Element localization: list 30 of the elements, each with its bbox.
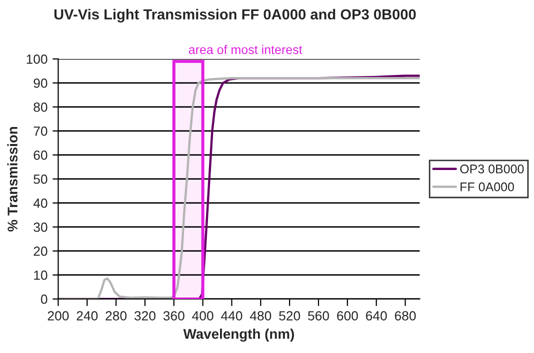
x-axis-title: Wavelength (nm) [183,328,294,342]
y-tick-label: 90 [34,78,48,88]
x-tick-label: 360 [163,311,184,320]
x-tick-label: 320 [134,311,156,320]
y-tick-label: 20 [34,246,48,256]
x-tick-label: 680 [394,311,416,320]
x-tick-label: 440 [221,311,242,320]
y-tick-label: 80 [34,102,48,112]
x-tick-label: 480 [250,311,272,320]
y-tick-label: 40 [33,198,48,208]
y-tick-label: 30 [34,222,48,232]
x-tick-label: 240 [76,311,98,320]
x-tick-label: 640 [366,311,387,320]
x-tick-label: 560 [308,311,329,320]
x-tick-label: 520 [279,311,300,320]
y-tick-label: 50 [34,174,48,184]
x-tick-label: 400 [192,311,214,320]
x-tick-label: 280 [106,311,127,320]
y-axis-title: % Transmission [7,126,18,232]
y-tick-label: 60 [34,150,48,160]
band-label: area of most interest [188,44,302,54]
y-tick-label: 10 [34,270,48,280]
y-tick-label: 70 [34,126,48,136]
x-tick-label: 600 [337,311,358,320]
x-tick-label: 200 [48,311,69,320]
y-tick-label: 100 [26,54,48,64]
legend-label: FF 0A000 [460,182,514,192]
chart-title: UV-Vis Light Transmission FF 0A000 and OP3 0B000 [54,8,416,22]
legend-label: OP3 0B000 [460,164,524,174]
y-tick-label: 0 [40,294,48,304]
